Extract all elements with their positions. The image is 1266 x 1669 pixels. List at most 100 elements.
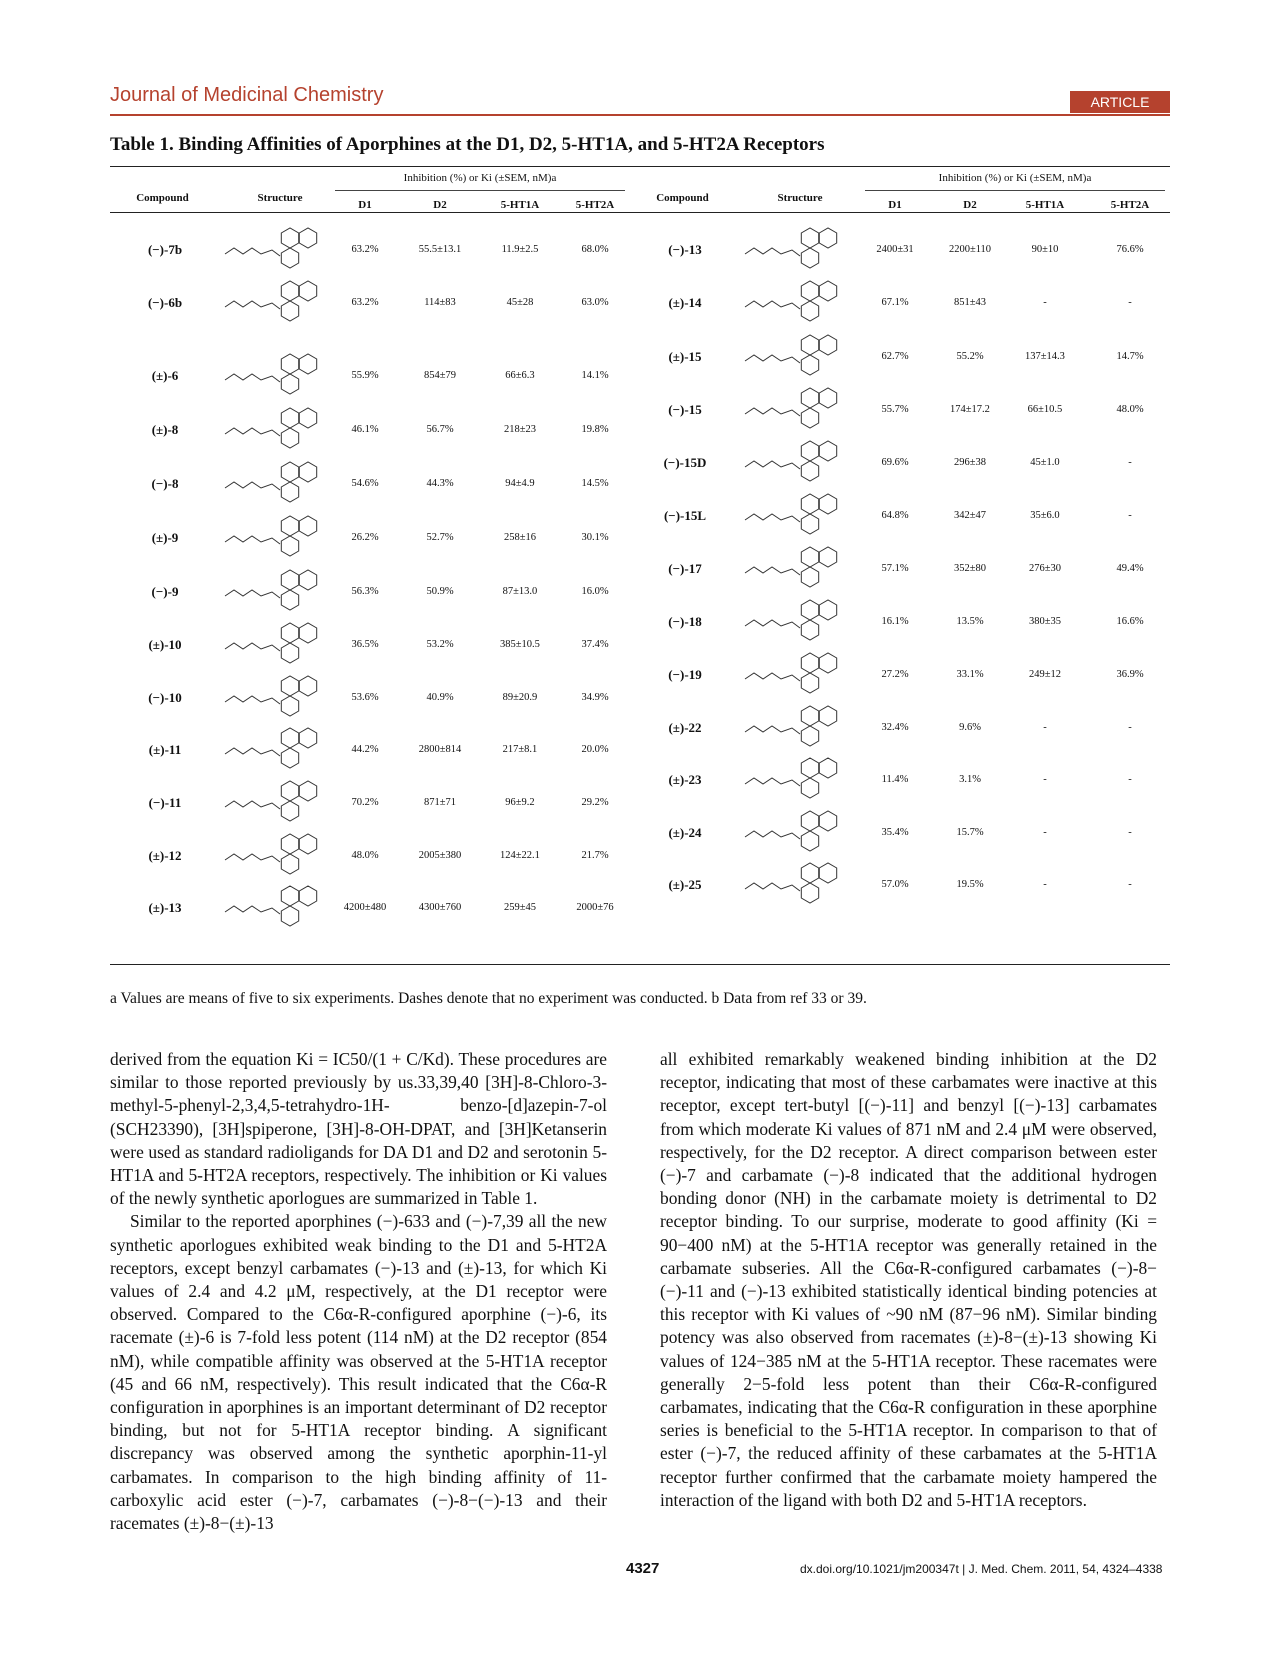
cell-ht2a: 21.7%	[581, 850, 609, 861]
header-ht1a-right: 5-HT1A	[1025, 199, 1065, 211]
cell-d1: 55.7%	[881, 404, 909, 415]
compound-label: (±)-14	[668, 295, 702, 310]
cell-d2: 55.5±13.1	[418, 244, 462, 255]
structure-drawing	[224, 227, 318, 269]
cell-ht2a: 63.0%	[581, 297, 609, 308]
cell-ht2a: -	[1128, 510, 1132, 521]
structure-drawing	[224, 833, 318, 875]
table-title: Table 1. Binding Affinities of Aporphine…	[110, 134, 825, 155]
cell-ht1a: 124±22.1	[500, 850, 540, 861]
cell-d1: 46.1%	[351, 424, 379, 435]
cell-d2: 44.3%	[426, 478, 454, 489]
cell-ht1a: 90±10	[1031, 244, 1059, 255]
structure-drawing	[744, 757, 838, 799]
structure-drawing	[224, 780, 318, 822]
cell-d1: 53.6%	[351, 692, 379, 703]
header-structure-left: Structure	[257, 192, 303, 204]
cell-ht1a: 45±28	[506, 297, 534, 308]
structure-drawing	[744, 862, 838, 904]
cell-d2: 352±80	[953, 563, 986, 574]
header-group-line-left	[335, 190, 625, 191]
cell-ht1a: 45±1.0	[1030, 457, 1060, 468]
structure-drawing	[744, 227, 838, 269]
page-number: 4327	[626, 1560, 660, 1577]
cell-d2: 52.7%	[426, 532, 454, 543]
structure-drawing	[224, 461, 318, 503]
header-group-right: Inhibition (%) or Ki (±SEM, nM)a	[938, 172, 1092, 184]
compound-label: (−)-15D	[663, 455, 707, 470]
body-column-right: all exhibited remarkably weakened bindin…	[660, 1048, 1157, 1512]
doi-citation: dx.doi.org/10.1021/jm200347t | J. Med. C…	[800, 1562, 1163, 1576]
structure-drawing	[224, 353, 318, 395]
cell-d2: 50.9%	[426, 586, 454, 597]
cell-d1: 55.9%	[351, 370, 379, 381]
compound-label: (±)-13	[148, 900, 182, 915]
structure-drawing	[744, 334, 838, 376]
cell-ht2a: 76.6%	[1116, 244, 1144, 255]
cell-d1: 4200±480	[343, 902, 387, 913]
compound-label: (±)-23	[668, 772, 702, 787]
cell-d2: 871±71	[423, 797, 456, 808]
structure-drawing	[744, 705, 838, 747]
cell-d1: 63.2%	[351, 244, 379, 255]
compound-label: (±)-6	[151, 368, 179, 383]
compound-label: (−)-15	[668, 402, 702, 417]
cell-ht2a: -	[1128, 722, 1132, 733]
cell-ht1a: -	[1043, 774, 1047, 785]
cell-d1: 48.0%	[351, 850, 379, 861]
cell-d1: 35.4%	[881, 827, 909, 838]
table-top-rule	[110, 166, 1170, 167]
cell-ht2a: -	[1128, 457, 1132, 468]
cell-d1: 57.0%	[881, 879, 909, 890]
cell-d2: 3.1%	[959, 774, 981, 785]
cell-ht2a: 2000±76	[576, 902, 614, 913]
cell-d1: 57.1%	[881, 563, 909, 574]
cell-ht1a: 249±12	[1028, 669, 1061, 680]
cell-ht2a: 68.0%	[581, 244, 609, 255]
cell-ht1a: 11.9±2.5	[501, 244, 539, 255]
cell-ht1a: 66±10.5	[1027, 404, 1063, 415]
cell-ht1a: 218±23	[503, 424, 536, 435]
cell-d2: 40.9%	[426, 692, 454, 703]
cell-ht1a: 87±13.0	[502, 586, 538, 597]
cell-d1: 2400±31	[876, 244, 914, 255]
structure-drawing	[744, 652, 838, 694]
cell-ht2a: 14.5%	[581, 478, 609, 489]
cell-d2: 15.7%	[956, 827, 984, 838]
header-ht2a-right: 5-HT2A	[1110, 199, 1150, 211]
structure-drawing	[744, 387, 838, 429]
cell-ht1a: 137±14.3	[1025, 351, 1065, 362]
cell-ht1a: -	[1043, 722, 1047, 733]
compound-label: (±)-25	[668, 877, 702, 892]
compound-label: (−)-10	[148, 690, 182, 705]
structure-drawing	[744, 546, 838, 588]
compound-label: (±)-24	[668, 825, 702, 840]
cell-ht1a: 276±30	[1028, 563, 1061, 574]
cell-ht2a: 49.4%	[1116, 563, 1144, 574]
cell-d2: 851±43	[953, 297, 986, 308]
header-group-left: Inhibition (%) or Ki (±SEM, nM)a	[403, 172, 557, 184]
cell-d2: 33.1%	[956, 669, 984, 680]
cell-d2: 2800±814	[418, 744, 462, 755]
cell-d1: 70.2%	[351, 797, 379, 808]
cell-d1: 16.1%	[881, 616, 909, 627]
cell-ht2a: -	[1128, 297, 1132, 308]
compound-label: (−)-11	[148, 795, 182, 810]
structure-drawing	[224, 407, 318, 449]
cell-d2: 9.6%	[959, 722, 981, 733]
cell-ht2a: 16.6%	[1116, 616, 1144, 627]
table-header-rule	[110, 212, 1170, 213]
cell-d1: 63.2%	[351, 297, 379, 308]
cell-d1: 32.4%	[881, 722, 909, 733]
compound-label: (−)-19	[668, 667, 702, 682]
compound-label: (±)-8	[151, 422, 179, 437]
cell-ht2a: 19.8%	[581, 424, 609, 435]
header-ht1a-left: 5-HT1A	[500, 199, 540, 211]
cell-d2: 55.2%	[956, 351, 984, 362]
structure-drawing	[744, 493, 838, 535]
header-compound-right: Compound	[656, 192, 709, 204]
cell-d1: 62.7%	[881, 351, 909, 362]
cell-d1: 67.1%	[881, 297, 909, 308]
cell-d2: 2200±110	[948, 244, 992, 255]
cell-d1: 36.5%	[351, 639, 379, 650]
